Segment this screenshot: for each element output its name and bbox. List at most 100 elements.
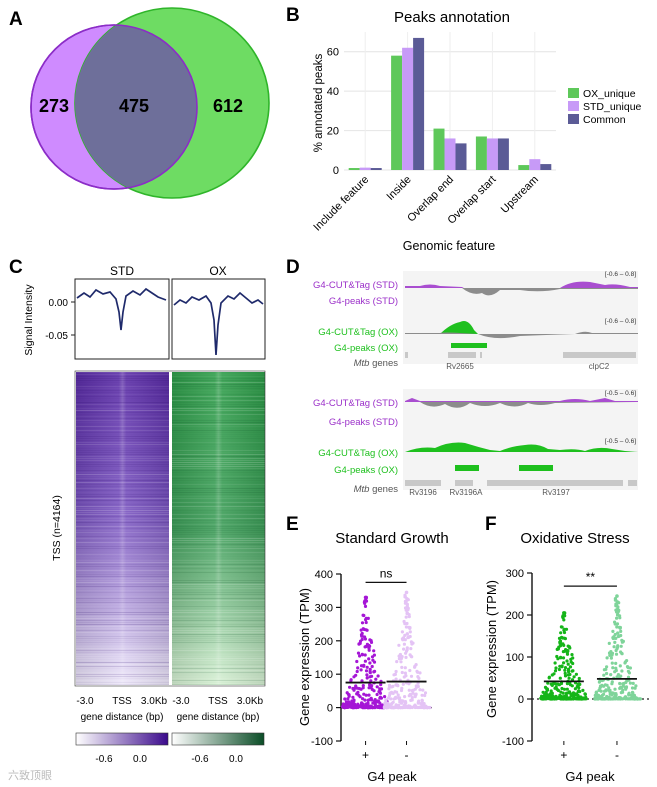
data-point <box>387 693 392 698</box>
heatmap-std-center-shade <box>76 372 169 685</box>
panel-letter-f: F <box>485 514 497 535</box>
bar-common <box>413 37 425 170</box>
data-point <box>364 616 368 620</box>
e-plot-area: -100 0 100 200 300 400 + - ns <box>311 566 432 762</box>
data-point <box>607 686 611 690</box>
data-point <box>375 685 379 689</box>
data-point <box>391 700 395 704</box>
data-point <box>558 640 562 644</box>
category-label: - <box>615 748 619 762</box>
data-point <box>395 690 399 694</box>
data-point <box>602 673 606 677</box>
data-point <box>380 703 384 707</box>
data-point <box>614 692 618 696</box>
data-point <box>362 613 366 618</box>
data-point <box>389 697 393 701</box>
data-point <box>403 700 408 704</box>
data-point <box>556 647 561 651</box>
data-point <box>607 641 611 646</box>
data-point <box>428 705 432 710</box>
data-point <box>368 671 372 675</box>
data-point <box>413 664 417 668</box>
data-point <box>367 705 371 710</box>
data-point <box>563 637 568 641</box>
panel-letter-e: E <box>286 514 299 535</box>
data-point <box>602 692 606 696</box>
data-point <box>399 660 403 664</box>
data-point <box>360 621 365 625</box>
data-point <box>614 602 618 606</box>
data-point <box>638 697 643 701</box>
data-point <box>415 705 419 710</box>
data-point <box>565 687 569 691</box>
b2-gene-rv3197 <box>487 480 623 486</box>
data-point <box>400 665 404 670</box>
data-point <box>583 692 587 696</box>
data-point <box>611 666 615 670</box>
data-point <box>584 697 588 701</box>
data-point <box>602 668 607 672</box>
data-point <box>378 687 382 691</box>
panel-f: F Oxidative Stress Gene expression (TPM)… <box>484 514 650 784</box>
data-point <box>394 677 398 681</box>
b1-label-cut-std: G4-CUT&Tag (STD) <box>313 280 398 291</box>
data-point <box>628 681 633 685</box>
data-point <box>369 640 374 645</box>
bar-ox-unique <box>475 136 487 170</box>
data-point <box>571 697 575 701</box>
data-point <box>620 669 624 673</box>
b2-peak-ox-1 <box>455 465 479 471</box>
data-point <box>617 625 622 630</box>
bar-common <box>540 164 552 170</box>
data-point <box>379 683 383 687</box>
data-point <box>619 629 623 634</box>
b1-signal-std-pos <box>405 281 638 293</box>
data-point <box>403 622 407 626</box>
bar-category-label: Inside <box>384 174 413 203</box>
profile-line-std <box>76 287 167 331</box>
data-point <box>552 697 557 701</box>
data-point <box>605 665 609 669</box>
data-point <box>417 676 421 681</box>
data-point <box>423 705 427 709</box>
y-tick-label: 0 <box>327 703 333 715</box>
data-point <box>376 705 380 710</box>
data-point <box>356 651 361 655</box>
data-point <box>406 598 410 602</box>
bar-ytick-label: 40 <box>327 86 339 98</box>
data-point <box>599 689 603 693</box>
data-point <box>401 682 405 686</box>
data-point <box>363 659 367 663</box>
data-point <box>615 696 619 701</box>
data-point <box>574 697 578 701</box>
data-point <box>570 669 574 673</box>
panel-d: D G4-CUT&Tag (STD) G4-peaks (STD) G4-CUT… <box>286 257 638 497</box>
panel-a: A 273 475 612 <box>9 7 270 199</box>
data-point <box>363 704 367 708</box>
data-point <box>608 692 612 696</box>
b2-gene-name-1: Rv3196A <box>450 488 484 497</box>
y-tick-label: 100 <box>315 669 333 681</box>
data-point <box>622 681 626 686</box>
data-point <box>420 693 424 697</box>
data-point <box>367 693 371 697</box>
data-point <box>563 668 567 672</box>
data-point <box>568 672 572 677</box>
data-point <box>563 666 568 670</box>
data-point <box>398 652 402 657</box>
data-point <box>636 697 640 701</box>
data-point <box>400 630 404 634</box>
data-point <box>613 640 617 645</box>
data-point <box>399 688 404 693</box>
data-point <box>410 698 414 702</box>
data-point <box>621 690 625 694</box>
data-point <box>541 690 545 694</box>
legend-swatch-ox-unique <box>568 88 579 98</box>
bar-legend: OX_unique STD_unique Common <box>568 88 642 126</box>
y-tick-label: -100 <box>311 736 333 748</box>
data-point <box>565 682 570 686</box>
data-point <box>543 692 547 697</box>
data-point <box>368 661 372 665</box>
data-point <box>407 615 411 619</box>
data-point <box>346 697 350 701</box>
